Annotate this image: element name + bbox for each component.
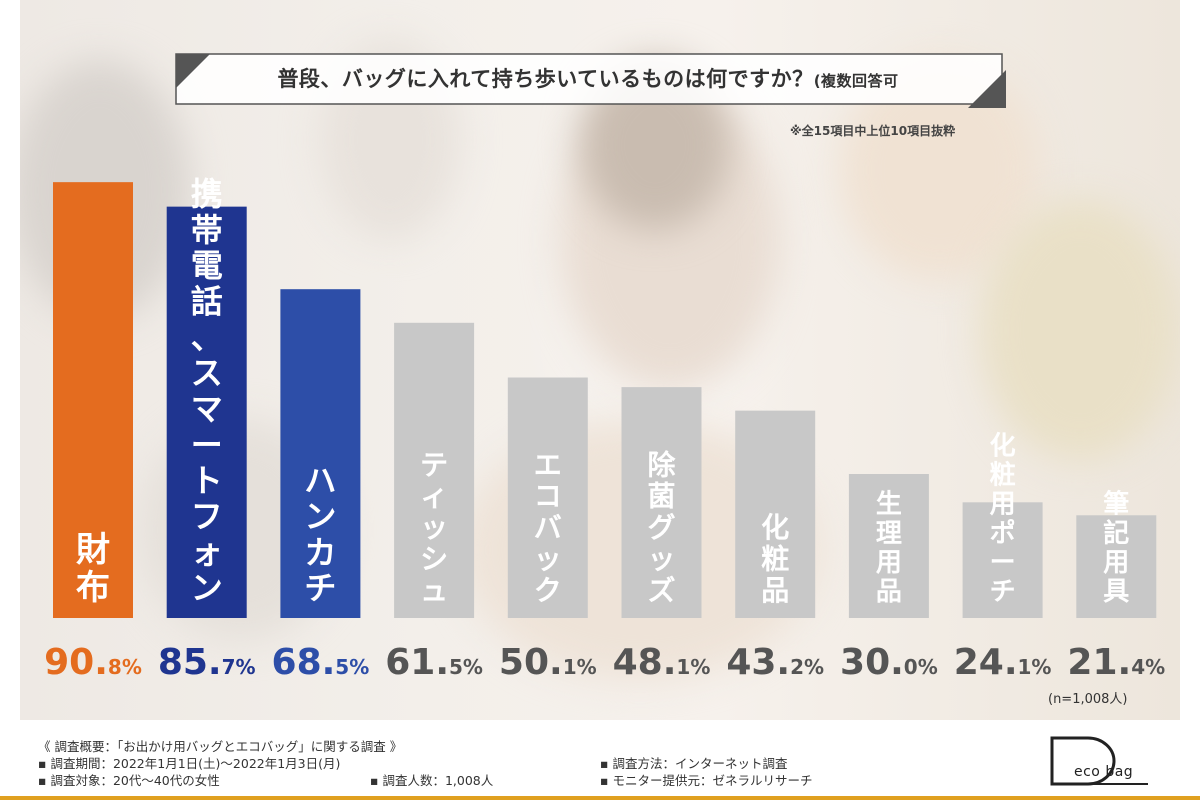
category-label-9: 化粧用ポーチ	[990, 432, 1016, 608]
footer-accent-line	[0, 796, 1200, 800]
chart-title-main: 普段、バッグに入れて持ち歩いているものは何ですか？	[277, 67, 814, 91]
category-label-10: 筆記用具	[1103, 490, 1129, 607]
category-label-8: 生理用品	[876, 490, 902, 607]
value-label-4: 61.5%	[385, 642, 483, 683]
bar-chart: 財布 90.8% 携帯電話、スマートフォン 85.7% ハンカチ 68.5% ティッシュ 61…	[44, 175, 1166, 683]
bar-5	[507, 377, 588, 618]
chart-title-suffix: (複数回答可	[813, 72, 899, 90]
value-label-9: 24.1%	[954, 642, 1052, 683]
value-label-8: 30.0%	[840, 642, 938, 683]
value-label-6: 48.1%	[613, 642, 711, 683]
bar-10	[1076, 515, 1157, 618]
survey-count: ▪ 調査人数：1,008人	[370, 773, 494, 788]
survey-target: ▪ 調査対象：20代～40代の女性	[38, 773, 220, 788]
value-label-7: 43.2%	[726, 642, 824, 683]
category-label-2: 携帯電話、スマートフォン	[191, 175, 223, 607]
value-label-1: 90.8%	[44, 642, 142, 683]
monitor-provider: ▪ モニター提供元：ゼネラルリサーチ	[600, 773, 813, 788]
bar-2	[166, 206, 247, 618]
d-letter-logo-icon	[1050, 736, 1148, 786]
value-label-10: 21.4%	[1067, 642, 1165, 683]
chart-title-box: 普段、バッグに入れて持ち歩いているものは何ですか？(複数回答可	[170, 48, 1006, 110]
value-label-5: 50.1%	[499, 642, 597, 683]
title-frame	[175, 53, 1006, 108]
category-label-1: 財布	[76, 530, 110, 608]
bar-7	[735, 410, 816, 618]
category-label-5: エコバック	[534, 448, 562, 606]
value-label-2: 85.7%	[158, 642, 256, 683]
bar-4	[394, 322, 475, 618]
category-label-4: ティッシュ	[420, 448, 448, 606]
bar-9	[962, 502, 1043, 618]
survey-summary: 《 調査概要：「お出かけ用バッグとエコバッグ」に関する調査 》	[38, 739, 403, 754]
chart-title: 普段、バッグに入れて持ち歩いているものは何ですか？(複数回答可	[170, 48, 1006, 110]
chart-note: ※全15項目中上位10項目抜粋	[790, 124, 956, 138]
bar-8	[848, 474, 929, 618]
sample-size: (n=1,008人)	[1048, 692, 1128, 707]
footer	[0, 720, 1200, 800]
bar-3	[280, 289, 361, 618]
bar-1	[53, 182, 133, 618]
category-label-6: 除菌グッズ	[647, 448, 676, 606]
category-label-3: ハンカチ	[304, 462, 336, 608]
survey-period: ▪ 調査期間：2022年1月1日(土)～2022年1月3日(月)	[38, 756, 341, 771]
bar-6	[621, 387, 702, 618]
survey-method: ▪ 調査方法：インターネット調査	[600, 756, 788, 771]
value-label-3: 68.5%	[272, 642, 370, 683]
logo-text: eco bag	[1074, 764, 1134, 780]
category-label-7: 化粧品	[761, 511, 789, 607]
